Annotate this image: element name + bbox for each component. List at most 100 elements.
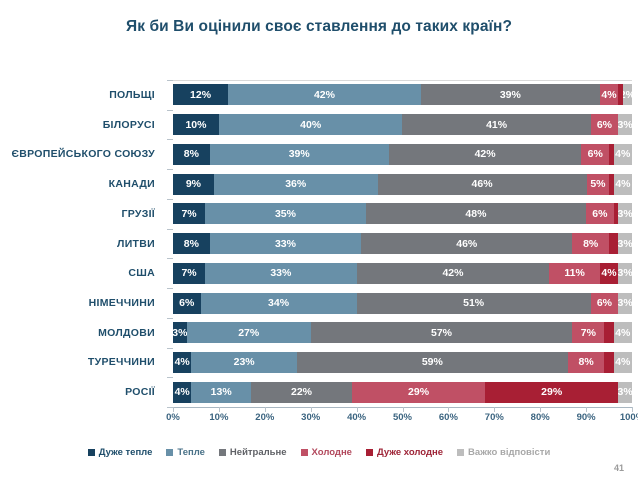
bar-segment[interactable]: 42% bbox=[356, 262, 550, 284]
bar-segment[interactable]: 22% bbox=[251, 381, 352, 403]
bar-segment[interactable]: 3% bbox=[618, 114, 632, 136]
category-label-row: БІЛОРУСІ bbox=[0, 110, 163, 140]
bar-segment[interactable]: 4% bbox=[173, 351, 192, 373]
stacked-bar[interactable]: 7% 35% 48% 6% 3% bbox=[173, 203, 632, 225]
category-label-column: ПОЛЬЩІ БІЛОРУСІ ЄВРОПЕЙСЬКОГО СОЮЗУ КАНАДИ Г… bbox=[0, 80, 163, 407]
x-tick bbox=[173, 407, 174, 412]
bar-segment[interactable]: 2% bbox=[622, 84, 632, 106]
bar-segment[interactable]: 9% bbox=[173, 173, 214, 195]
bar-segment[interactable]: 4% bbox=[599, 84, 619, 106]
bar-segment[interactable]: 51% bbox=[356, 292, 591, 314]
bar-segment[interactable]: 3% bbox=[618, 262, 632, 284]
x-tick-label: 70% bbox=[484, 412, 504, 423]
bar-segment[interactable]: 3% bbox=[618, 381, 632, 403]
bar-segment[interactable] bbox=[613, 203, 619, 225]
stacked-bar[interactable]: 7% 33% 42% 11% 4% 3% bbox=[173, 262, 632, 284]
stacked-bar[interactable]: 3% 27% 57% 7% 4% bbox=[173, 322, 632, 344]
category-label-row: США bbox=[0, 258, 163, 288]
bar-segment[interactable]: 4% bbox=[613, 351, 632, 373]
bar-segment[interactable] bbox=[609, 173, 614, 195]
legend-item[interactable]: Тепле bbox=[166, 447, 205, 458]
bar-segment[interactable]: 39% bbox=[209, 143, 389, 165]
bar-segment[interactable]: 36% bbox=[213, 173, 378, 195]
bar-segment[interactable]: 35% bbox=[205, 203, 366, 225]
bar-segment[interactable]: 4% bbox=[613, 322, 632, 344]
bar-segment[interactable]: 5% bbox=[586, 173, 610, 195]
legend-item[interactable]: Холодне bbox=[300, 447, 352, 458]
bar-segment[interactable]: 59% bbox=[296, 351, 568, 373]
legend-swatch-icon bbox=[365, 448, 373, 456]
bar-segment[interactable]: 7% bbox=[173, 262, 206, 284]
legend-swatch-icon bbox=[87, 448, 95, 456]
bar-segment[interactable]: 6% bbox=[173, 292, 201, 314]
bar-segment[interactable]: 8% bbox=[173, 143, 210, 165]
bar-segment[interactable]: 42% bbox=[228, 84, 421, 106]
bar-segment-label: 7% bbox=[181, 267, 197, 280]
bar-segment[interactable] bbox=[609, 233, 619, 255]
bar-segment[interactable]: 8% bbox=[572, 233, 610, 255]
stacked-bar[interactable]: 10% 40% 41% 6% 3% bbox=[173, 114, 632, 136]
stacked-bar[interactable]: 9% 36% 46% 5% 4% bbox=[173, 173, 632, 195]
bar-segment[interactable]: 3% bbox=[618, 233, 632, 255]
bar-segment[interactable]: 41% bbox=[402, 114, 591, 136]
bar-segment[interactable]: 7% bbox=[173, 203, 206, 225]
bar-segment[interactable]: 29% bbox=[485, 381, 619, 403]
bar-segment[interactable]: 10% bbox=[173, 114, 219, 136]
bar-segment[interactable]: 46% bbox=[377, 173, 587, 195]
legend-item[interactable]: Дуже тепле bbox=[87, 447, 152, 458]
bar-segment[interactable]: 4% bbox=[613, 173, 632, 195]
bar-segment[interactable]: 4% bbox=[173, 381, 192, 403]
legend-item[interactable]: Важко відповісти bbox=[457, 447, 550, 458]
bar-segment[interactable] bbox=[618, 84, 623, 106]
category-label-row: ГРУЗІЇ bbox=[0, 199, 163, 229]
legend-swatch-icon bbox=[300, 448, 308, 456]
bar-segment-label: 39% bbox=[288, 148, 310, 161]
bar-segment[interactable]: 4% bbox=[613, 143, 632, 165]
stacked-bar[interactable]: 8% 39% 42% 6% 4% bbox=[173, 143, 632, 165]
stacked-bar[interactable]: 6% 34% 51% 6% 3% bbox=[173, 292, 632, 314]
legend-label: Важко відповісти bbox=[468, 446, 551, 458]
bar-segment-label: 6% bbox=[596, 297, 613, 309]
legend-item[interactable]: Нейтральне bbox=[218, 447, 287, 458]
bar-segment[interactable]: 11% bbox=[549, 262, 600, 284]
bar-segment[interactable]: 3% bbox=[618, 203, 632, 225]
bar-segment[interactable] bbox=[604, 322, 614, 344]
category-label: МОЛДОВИ bbox=[98, 326, 155, 339]
bar-segment[interactable]: 13% bbox=[191, 381, 252, 403]
bar-segment-label: 34% bbox=[268, 297, 290, 309]
bar-segment[interactable]: 42% bbox=[388, 143, 582, 165]
bar-segment[interactable]: 3% bbox=[173, 322, 187, 344]
bar-segment[interactable]: 39% bbox=[420, 84, 600, 106]
stacked-bar[interactable]: 12% 42% 39% 4% 2% bbox=[173, 84, 632, 106]
bar-segment[interactable]: 46% bbox=[361, 233, 573, 255]
bar-segment-label: 11% bbox=[564, 267, 585, 280]
bar-segment[interactable]: 40% bbox=[218, 114, 403, 136]
bar-segment[interactable]: 27% bbox=[186, 322, 311, 344]
bar-segment[interactable]: 3% bbox=[618, 292, 632, 314]
bar-segment-label: 48% bbox=[465, 207, 487, 220]
bar-segment[interactable]: 23% bbox=[191, 351, 297, 373]
bar-segment[interactable]: 29% bbox=[351, 381, 486, 403]
stacked-bar[interactable]: 4% 23% 59% 8% 4% bbox=[173, 351, 632, 373]
bar-segment[interactable]: 12% bbox=[173, 84, 229, 106]
bar-segment[interactable]: 8% bbox=[567, 351, 605, 373]
bar-segment[interactable]: 6% bbox=[590, 114, 619, 136]
bar-segment[interactable]: 48% bbox=[365, 203, 587, 225]
x-tick-label: 20% bbox=[255, 412, 275, 423]
bar-segment[interactable]: 6% bbox=[586, 203, 614, 225]
bar-segment[interactable]: 8% bbox=[173, 233, 210, 255]
bar-segment[interactable]: 34% bbox=[200, 292, 357, 314]
bar-segment[interactable] bbox=[609, 143, 614, 165]
bar-segment[interactable]: 57% bbox=[310, 322, 573, 344]
bar-segment[interactable]: 4% bbox=[599, 262, 619, 284]
stacked-bar[interactable]: 4% 13% 22% 29% 29% 3% bbox=[173, 381, 632, 403]
legend-item[interactable]: Дуже холодне bbox=[365, 447, 443, 458]
bar-segment[interactable]: 33% bbox=[205, 262, 357, 284]
bar-segment[interactable]: 33% bbox=[209, 233, 362, 255]
bar-segment[interactable] bbox=[604, 351, 614, 373]
stacked-bar-chart: 12%42%39%4%2%10%40%41%6%3%8%39%42%6%4%9%… bbox=[173, 80, 632, 407]
stacked-bar[interactable]: 8% 33% 46% 8% 3% bbox=[173, 233, 632, 255]
bar-segment[interactable]: 6% bbox=[590, 292, 619, 314]
bar-segment[interactable]: 7% bbox=[572, 322, 605, 344]
bar-segment[interactable]: 6% bbox=[581, 143, 610, 165]
